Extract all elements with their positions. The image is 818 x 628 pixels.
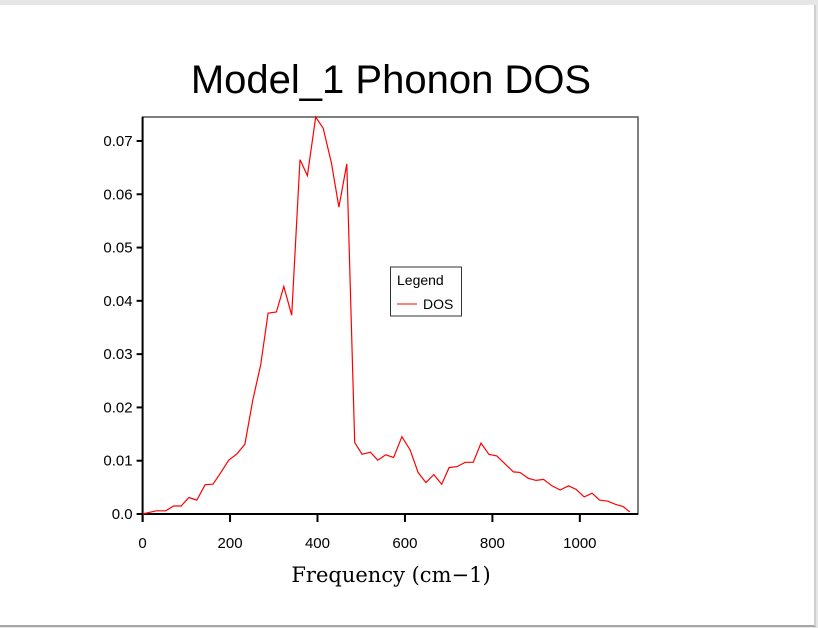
x-tick-label: 800 bbox=[480, 535, 505, 552]
chart-title: Model_1 Phonon DOS bbox=[191, 58, 591, 102]
series-line-dos bbox=[142, 115, 631, 515]
y-tick-label: 0.02 bbox=[103, 399, 132, 416]
x-tick-label: 600 bbox=[392, 535, 417, 552]
x-axis: 0 200 400 600 800 1000 bbox=[138, 513, 638, 552]
legend-entry-dos: DOS bbox=[423, 296, 453, 312]
legend-box bbox=[390, 266, 462, 317]
y-tick-label: 0.03 bbox=[103, 346, 132, 363]
x-tick-label: 200 bbox=[218, 535, 243, 552]
x-tick-label: 1000 bbox=[563, 535, 596, 552]
x-tick-label: 0 bbox=[138, 535, 146, 552]
x-tick-label: 400 bbox=[305, 535, 330, 552]
y-tick-label: 0.06 bbox=[103, 186, 132, 203]
y-axis: 0.0 0.01 0.02 0.03 0.04 0.05 0.06 0.07 bbox=[103, 117, 144, 523]
y-tick-label: 0.05 bbox=[103, 240, 132, 257]
legend-title: Legend bbox=[397, 272, 444, 288]
y-tick-label: 0.07 bbox=[103, 133, 132, 150]
y-tick-label: 0.01 bbox=[103, 453, 132, 470]
y-tick-label: 0.0 bbox=[112, 506, 133, 523]
legend: Legend DOS bbox=[390, 266, 462, 317]
x-axis-label: Frequency (cm−1) bbox=[291, 563, 490, 587]
y-tick-label: 0.04 bbox=[103, 293, 132, 310]
